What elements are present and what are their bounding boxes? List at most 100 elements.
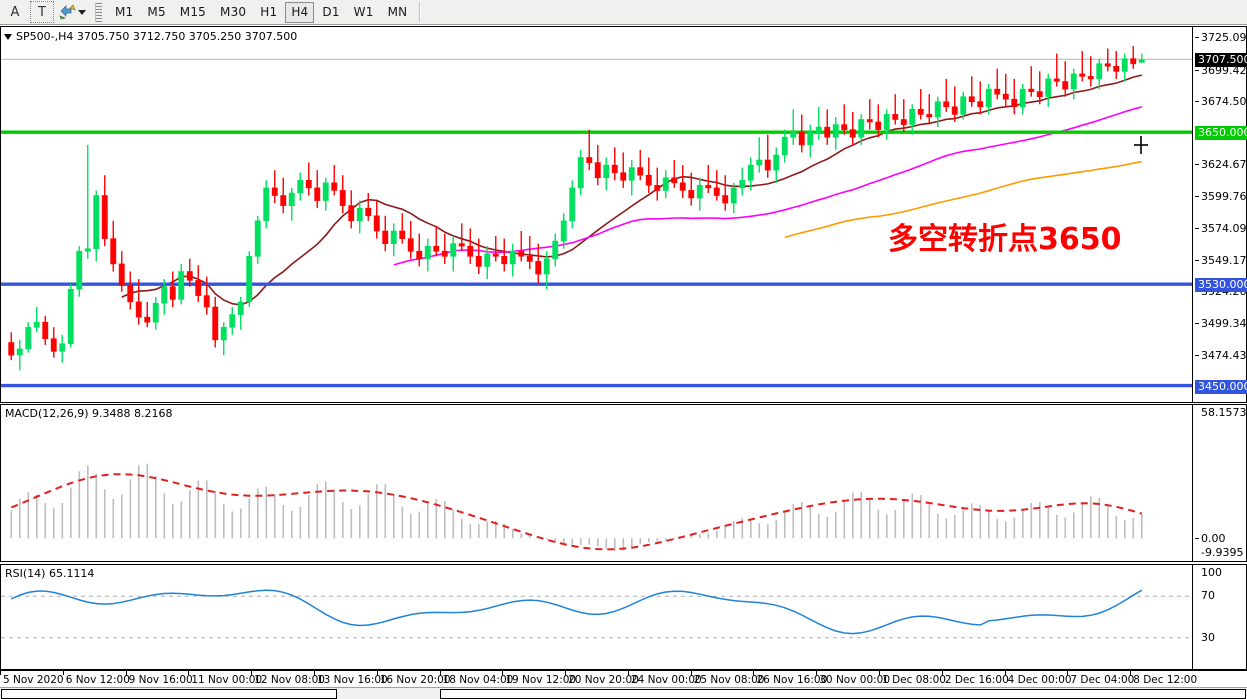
rsi-scale-axis: 100 70 30 (1193, 564, 1247, 670)
timeframe-button-m5[interactable]: M5 (141, 2, 171, 23)
time-tick-mark (376, 671, 378, 675)
price-tick-label: 3474.430 (1195, 350, 1247, 361)
price-tick-label: 3599.760 (1195, 191, 1247, 202)
price-tick-label: 3499.345 (1195, 318, 1247, 329)
price-tick-label: 3574.090 (1195, 223, 1247, 234)
time-axis-label: 2 Dec 16:00 (944, 674, 1009, 686)
macd-scale-axis: 58.1573 0.00 -9.9395 (1193, 404, 1247, 562)
time-axis-label: 16 Nov 20:00 (379, 674, 451, 686)
timeframe-label: M5 (147, 5, 166, 19)
macd-tick-label: 58.1573 (1201, 406, 1247, 419)
time-axis-label: 9 Nov 16:00 (128, 674, 193, 686)
symbol-collapse-icon[interactable] (4, 33, 12, 40)
time-tick-mark (816, 671, 818, 675)
macd-tick-label: -9.9395 (1201, 546, 1244, 559)
price-level-tag[interactable]: 3450.000 (1195, 379, 1247, 394)
price-tick-label: 3699.420 (1195, 65, 1247, 76)
text-tool-label: T (38, 4, 46, 20)
timeframe-label: H1 (260, 5, 278, 19)
price-tick-label: 3725.090 (1195, 32, 1247, 43)
time-axis-label: 11 Nov 00:00 (191, 674, 263, 686)
time-tick-mark (251, 671, 253, 675)
main-toolbar: A T M1 M5 M15 M30 H1 H4 D1 W1 MN (0, 0, 1247, 25)
timeframe-button-mn[interactable]: MN (382, 2, 414, 23)
timeframe-label: M1 (115, 5, 134, 19)
time-axis-label: 18 Nov 04:00 (442, 674, 514, 686)
rsi-tick-label: 70 (1201, 589, 1215, 603)
macd-indicator-panel[interactable] (0, 404, 1193, 562)
timeframe-button-h4[interactable]: H4 (285, 1, 315, 23)
time-tick-mark (188, 671, 190, 675)
time-axis-label: 24 Nov 00:00 (630, 674, 702, 686)
time-tick-mark (502, 671, 504, 675)
timeframe-button-h1[interactable]: H1 (254, 2, 283, 23)
scrollbar-thumb-right[interactable] (440, 689, 1246, 699)
timeframe-label: D1 (322, 5, 340, 19)
font-tool-button[interactable]: A (3, 1, 27, 23)
time-tick-mark (690, 671, 692, 675)
rsi-label: RSI(14) 65.1114 (5, 567, 95, 580)
timeframe-button-w1[interactable]: W1 (348, 2, 380, 23)
time-axis-label: 8 Dec 12:00 (1133, 674, 1198, 686)
time-axis-label: 7 Dec 04:00 (1070, 674, 1135, 686)
price-tick-label: 3674.505 (1195, 96, 1247, 107)
time-tick-mark (125, 671, 127, 675)
time-axis-label: 30 Nov 00:00 (819, 674, 891, 686)
scrollbar-thumb-left[interactable] (1, 689, 337, 699)
time-axis-label: 1 Dec 08:00 (882, 674, 946, 686)
time-tick-mark (565, 671, 567, 675)
time-axis-label: 26 Nov 16:00 (756, 674, 828, 686)
timeframe-label: H4 (291, 5, 309, 19)
time-tick-mark (1004, 671, 1006, 675)
symbol-ohlc-text: SP500-,H4 3705.750 3712.750 3705.250 370… (16, 30, 298, 43)
toolbar-separator (419, 2, 422, 22)
timeframe-button-m15[interactable]: M15 (174, 2, 212, 23)
price-level-tag[interactable]: 3650.000 (1195, 126, 1247, 141)
time-tick-mark (0, 671, 1, 675)
timeframe-label: W1 (353, 5, 374, 19)
time-tick-mark (879, 671, 881, 675)
macd-canvas[interactable] (1, 405, 1192, 561)
horizontal-scrollbar-track[interactable] (0, 687, 1247, 699)
current-price-tag: 3707.500 (1195, 53, 1247, 68)
timeframe-button-d1[interactable]: D1 (316, 2, 345, 23)
time-axis-label: 12 Nov 08:00 (254, 674, 325, 686)
price-tick-label: 3624.675 (1195, 159, 1247, 170)
chart-annotation-text[interactable]: 多空转折点3650 (888, 222, 1122, 257)
shapes-dropdown-caret-icon[interactable] (78, 9, 86, 15)
time-axis[interactable]: 5 Nov 2020 6 Nov 12:00 9 Nov 16:00 11 Nov 0… (0, 670, 1247, 686)
time-tick-mark (313, 671, 315, 675)
time-tick-mark (1067, 671, 1069, 675)
time-axis-label: 20 Nov 20:00 (568, 674, 639, 686)
rsi-tick-label: 100 (1201, 566, 1222, 579)
rsi-tick-label: 30 (1201, 630, 1215, 644)
time-tick-mark (753, 671, 755, 675)
price-chart-canvas[interactable] (1, 27, 1192, 402)
time-tick-mark (62, 671, 64, 675)
timeframe-button-m30[interactable]: M30 (214, 2, 252, 23)
macd-tick-label: 0.00 (1195, 532, 1226, 546)
rsi-indicator-panel[interactable] (0, 564, 1193, 670)
timeframe-label: M30 (220, 5, 247, 19)
timeframe-label: MN (387, 5, 408, 19)
time-tick-mark (627, 671, 629, 675)
price-tick-label: 3549.175 (1195, 255, 1247, 266)
timeframe-label: M15 (179, 5, 207, 19)
time-axis-label: 19 Nov 12:00 (505, 674, 577, 686)
toolbar-grip-handle[interactable] (95, 2, 102, 22)
timeframe-group: M1 M5 M15 M30 H1 H4 D1 W1 MN (108, 1, 414, 23)
price-level-tag[interactable]: 3530.000 (1195, 278, 1247, 293)
shapes-tool-button[interactable] (57, 1, 87, 23)
rsi-canvas[interactable] (1, 565, 1192, 669)
time-tick-mark (941, 671, 943, 675)
time-tick-mark (1130, 671, 1132, 675)
font-tool-label: A (10, 4, 20, 20)
price-scale-axis[interactable]: 3725.090 3699.420 3674.505 3624.675 3599.760… (1193, 26, 1247, 403)
timeframe-button-m1[interactable]: M1 (109, 2, 139, 23)
price-chart-panel[interactable] (0, 26, 1193, 403)
macd-label: MACD(12,26,9) 9.3488 8.2168 (5, 407, 173, 420)
time-axis-label: 25 Nov 08:00 (693, 674, 765, 686)
symbol-header[interactable]: SP500-,H4 3705.750 3712.750 3705.250 370… (4, 30, 297, 43)
text-label-tool-button[interactable]: T (30, 1, 54, 23)
